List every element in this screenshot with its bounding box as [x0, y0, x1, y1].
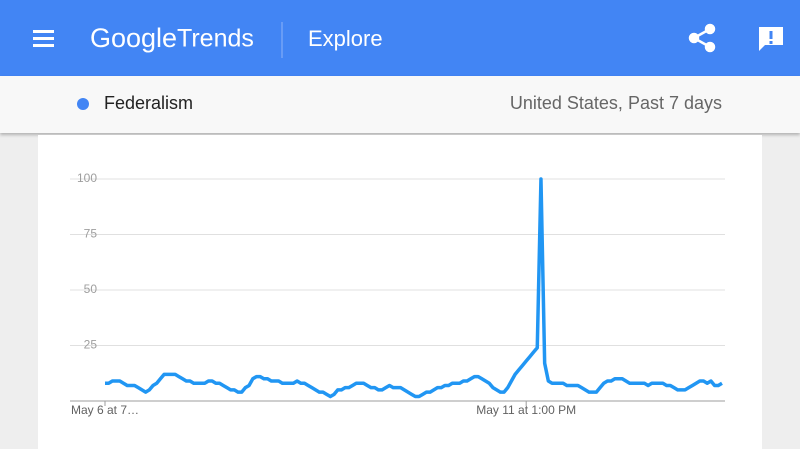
share-button[interactable] [688, 23, 716, 53]
y-tick-label: 75 [84, 227, 98, 241]
app-bar-content: Google Trends Explore [33, 22, 783, 58]
logo-google[interactable]: Google [90, 23, 177, 53]
x-tick-label: May 6 at 7… [71, 403, 139, 417]
search-term[interactable]: Federalism [104, 93, 193, 113]
query-bar-content: Federalism United States, Past 7 days [77, 93, 722, 113]
y-tick-label: 50 [84, 282, 98, 296]
menu-button[interactable] [33, 30, 54, 47]
series-dot [77, 98, 89, 110]
y-tick-label: 25 [84, 338, 98, 352]
app-bar: Google Trends Explore [0, 0, 800, 76]
trend-line [105, 177, 723, 399]
scope[interactable]: United States, Past 7 days [510, 93, 722, 113]
logo-trends[interactable]: Trends [177, 25, 254, 53]
section-title: Explore [308, 26, 383, 51]
feedback-button[interactable] [759, 27, 783, 51]
x-tick-label: May 11 at 1:00 PM [476, 403, 576, 417]
query-bar: Federalism United States, Past 7 days [0, 76, 800, 133]
chart-card [38, 135, 762, 449]
y-tick-label: 100 [77, 171, 97, 185]
